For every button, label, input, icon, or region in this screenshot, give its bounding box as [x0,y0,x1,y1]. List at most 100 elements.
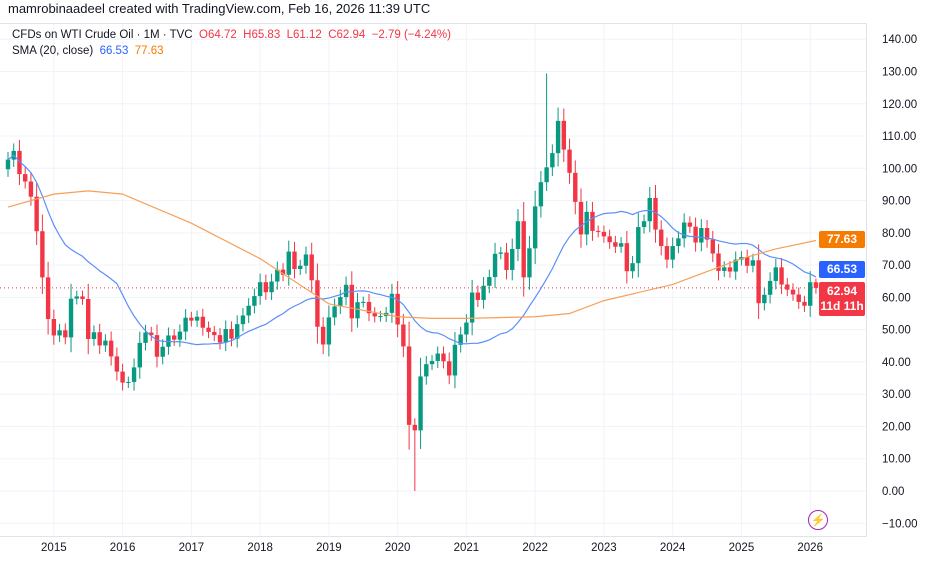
y-tick-label: 0.00 [882,486,904,498]
candle-body [424,364,429,377]
candle-body [97,332,102,346]
candle-body [189,317,194,321]
sma-value: 66.53 [99,45,129,57]
candle-body [120,371,125,383]
candle-body [80,296,85,299]
candle-body [366,301,372,314]
candle-body [252,296,257,306]
candle-body [722,267,727,271]
candle-body [458,334,463,345]
candle-body [269,281,274,293]
candle-body [687,222,693,227]
candle-body [601,231,607,237]
candle-body [395,293,400,325]
candle-body [298,265,303,269]
candle-body [750,260,756,266]
sma-long-value: 77.63 [134,45,164,57]
candle-body [429,360,435,365]
candle-body [561,120,567,150]
x-tick-label: 2016 [110,542,136,554]
candle-body [532,206,538,249]
lightning-icon[interactable]: ⚡ [808,510,828,530]
candle-body [361,301,366,303]
candle-body [86,298,91,340]
candle-body [171,335,177,340]
sma-legend-row: SMA (20, close) 66.53 77.63 [12,43,451,59]
x-tick-label: 2023 [591,542,617,554]
y-tick-label: 110.00 [882,131,916,143]
candle-body [286,251,291,275]
candle-body [487,277,492,286]
candle-body [34,196,39,232]
candle-body [263,282,269,293]
candle-body [538,182,544,207]
candle-body [355,302,360,319]
candle-body [229,329,234,339]
candle-body [492,253,498,278]
y-tick-label: 60.00 [882,292,911,304]
candle-body [710,239,715,254]
candle-body [206,327,211,332]
candle-body [160,346,165,357]
candle-body [28,181,34,197]
candle-body [699,227,704,243]
y-tick-label: 40.00 [882,357,911,369]
candle-body [447,361,452,376]
candle-body [338,297,343,307]
candle-body [464,322,469,335]
candle-body [45,277,51,320]
candle-body [802,301,807,306]
candle-body [349,284,354,319]
candle-body [378,316,383,318]
x-tick-label: 2020 [385,542,411,554]
candle-body [744,257,750,266]
candle-body [57,330,62,336]
candle-body [332,306,337,318]
candle-body [183,317,188,332]
sma-long-line [7,190,817,319]
candle-body [212,331,217,336]
candle-body [647,197,652,222]
candle-body [475,292,481,300]
candle-body [550,153,555,168]
candle-body [676,238,681,247]
candle-body [796,294,801,302]
sma-price-tag: 66.53 [819,261,865,278]
x-tick-label: 2026 [797,542,823,554]
candle-body [343,284,349,298]
y-tick-label: 30.00 [882,389,911,401]
y-tick-label: 20.00 [882,421,911,433]
candle-body [481,285,486,300]
candle-body [653,197,658,230]
sma-long-price-tag: 77.63 [819,231,865,248]
candle-body [108,340,114,357]
candle-body [240,315,246,325]
candle-body [544,167,549,183]
chart-legend: CFDs on WTI Crude Oil · 1M · TVC O64.72 … [12,27,451,59]
candle-body [567,149,572,173]
candle-body [126,381,131,383]
candle-body [435,353,440,361]
candle-body [51,319,57,336]
x-tick-label: 2025 [729,542,755,554]
candle-body [469,292,475,323]
candle-body [114,356,120,372]
candle-body [320,326,326,345]
y-tick-label: 130.00 [882,66,917,78]
candle-body [790,289,796,295]
symbol-name[interactable]: CFDs on WTI Crude Oil · 1M · TVC [12,29,193,41]
y-tick-label: 80.00 [882,228,911,240]
chart-frame[interactable] [0,23,867,537]
candle-body [716,253,721,271]
candle-body [733,259,738,272]
candle-body [68,298,74,338]
candle-body [555,120,561,154]
candle-body [767,280,773,295]
candle-body [223,329,228,343]
y-tick-label: −10.00 [882,518,918,530]
sma-label[interactable]: SMA (20, close) [12,45,94,57]
candle-body [630,263,635,272]
candle-body [664,246,670,260]
candle-body [235,324,240,339]
